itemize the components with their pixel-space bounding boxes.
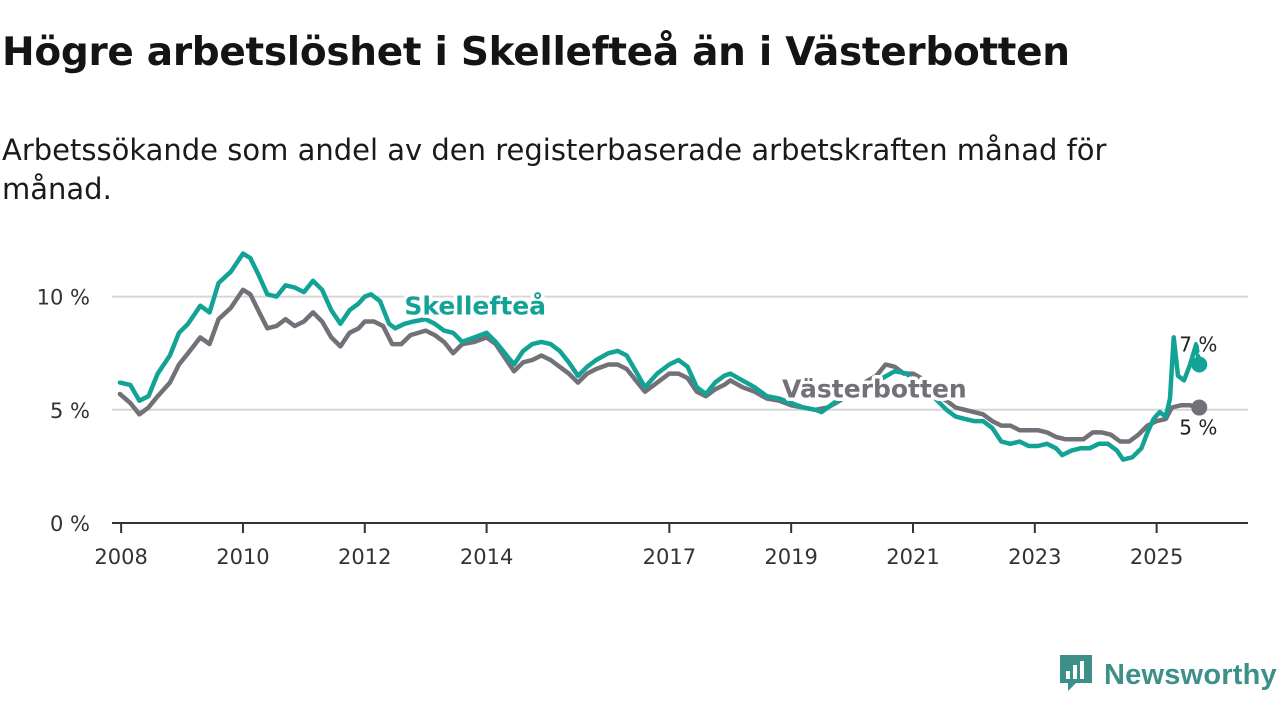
brand: Newsworthy: [1058, 655, 1277, 695]
x-tick-label: 2010: [216, 545, 269, 569]
x-tick-label: 2012: [338, 545, 391, 569]
series-layer: [117, 251, 1208, 462]
chart-title: Högre arbetslöshet i Skellefteå än i Väs…: [2, 30, 1070, 75]
end-label-skelleftea: 7 %: [1179, 333, 1217, 357]
brand-name: Newsworthy: [1104, 658, 1277, 691]
axis-layer: 0 % 5 % 10 % 2008 2010 2012 2014 2017 2019 2021 20…: [37, 286, 1248, 569]
chart-subtitle: Arbetssökande som andel av den registerb…: [2, 133, 1107, 206]
x-tick-label: 2023: [1008, 545, 1061, 569]
series-label-vasterbotten: Västerbotten: [782, 374, 967, 403]
x-tick-label: 2021: [886, 545, 939, 569]
x-tick-label: 2008: [94, 545, 147, 569]
grid-layer: [112, 295, 1248, 411]
x-tick-label: 2017: [643, 545, 696, 569]
series-end-point-vasterbotten: [1191, 399, 1208, 416]
end-label-vasterbotten: 5 %: [1179, 416, 1217, 440]
x-tick-label: 2014: [460, 545, 513, 569]
label-layer: Skellefteå Västerbotten 7 % 5 %: [401, 288, 1220, 442]
y-tick-label: 5 %: [50, 399, 90, 423]
x-tick-label: 2019: [764, 545, 817, 569]
series-label-skelleftea: Skellefteå: [404, 292, 546, 321]
x-tick-label: 2025: [1130, 545, 1183, 569]
y-tick-label: 0 %: [50, 512, 90, 536]
series-line-skelleftea: [117, 251, 1202, 462]
newsworthy-logo-icon: [1058, 653, 1094, 697]
series-end-point-skelleftea: [1191, 356, 1208, 373]
y-tick-label: 10 %: [37, 286, 90, 310]
series-line-vasterbotten: [117, 287, 1202, 444]
